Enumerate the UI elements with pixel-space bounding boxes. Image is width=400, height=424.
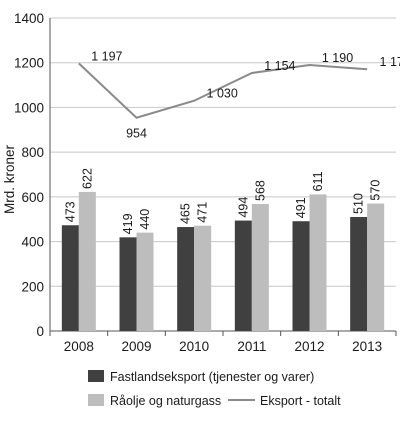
bar [350, 216, 368, 331]
bar-data-label: 471 [196, 202, 210, 223]
y-axis-label: Mrd. kroner [2, 144, 17, 214]
legend-swatch [88, 370, 104, 382]
bar-data-label: 491 [294, 197, 308, 218]
line-series [78, 62, 368, 119]
bar [119, 237, 137, 331]
bar [292, 221, 310, 331]
legend-swatch [88, 394, 104, 406]
legend-label: Fastlandseksport (tjenester og varer) [110, 370, 314, 384]
bar [61, 225, 79, 331]
line-data-label: 1 154 [264, 59, 295, 73]
y-tick-label: 0 [36, 324, 44, 339]
legend-label: Råolje og naturgass [110, 394, 221, 408]
bar [177, 227, 195, 331]
line-data-label: 1 190 [322, 51, 353, 65]
y-tick-label: 1000 [14, 100, 44, 115]
x-tick-label: 2012 [294, 339, 324, 354]
bar [309, 194, 327, 331]
bar-data-label: 570 [369, 180, 383, 201]
x-tick-label: 2011 [237, 339, 266, 354]
x-tick-label: 2008 [64, 339, 94, 354]
bar [234, 220, 252, 331]
y-tick-label: 1400 [14, 11, 44, 26]
bar [78, 191, 96, 331]
y-tick-label: 1200 [14, 56, 44, 71]
bar-data-label: 611 [311, 171, 325, 191]
x-tick-label: 2010 [179, 339, 209, 354]
legend-label: Eksport - totalt [260, 394, 341, 408]
y-tick-label: 600 [21, 190, 44, 205]
line-data-label: 1 030 [207, 87, 238, 101]
bar-data-label: 622 [80, 168, 94, 189]
x-tick-label: 2013 [352, 339, 382, 354]
x-tick-label: 2009 [121, 339, 151, 354]
line-data-label: 954 [126, 127, 147, 141]
bar-data-label: 494 [236, 197, 250, 218]
bar-data-label: 568 [253, 180, 267, 201]
bar-data-label: 473 [63, 201, 77, 222]
bar [251, 204, 269, 331]
bar-data-label: 440 [138, 209, 152, 230]
line-data-label: 1 171 [380, 55, 400, 69]
y-tick-label: 400 [21, 235, 44, 250]
y-tick-label: 200 [21, 279, 44, 294]
line-data-label: 1 197 [91, 49, 122, 63]
y-tick-label: 800 [21, 145, 44, 160]
bar-data-label: 419 [121, 213, 135, 234]
bar [194, 225, 212, 331]
bar [136, 232, 154, 331]
bar-data-label: 465 [179, 203, 193, 224]
bar [367, 203, 385, 331]
bar-data-label: 510 [352, 193, 366, 214]
